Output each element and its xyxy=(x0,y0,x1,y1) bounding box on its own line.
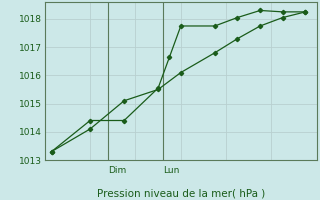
Text: Dim: Dim xyxy=(108,166,126,175)
Text: Lun: Lun xyxy=(163,166,179,175)
Text: Pression niveau de la mer( hPa ): Pression niveau de la mer( hPa ) xyxy=(97,188,265,198)
